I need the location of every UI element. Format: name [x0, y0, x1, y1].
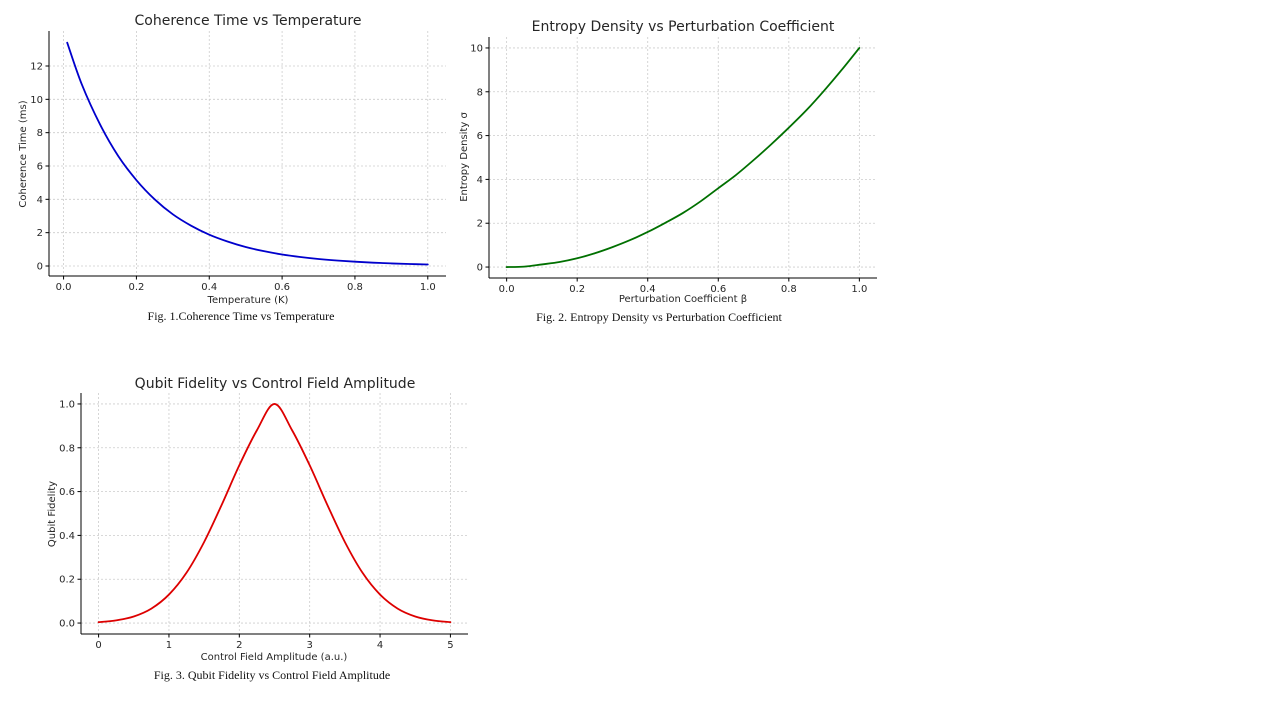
x-tick-label: 0.4: [640, 284, 656, 295]
x-tick-label: 2: [236, 640, 242, 651]
axes: [80, 393, 468, 635]
x-axis-label: Control Field Amplitude (a.u.): [201, 652, 348, 663]
qubit-fidelity-figure: Qubit Fidelity vs Control Field Amplitud…: [30, 366, 480, 696]
x-tick-label: 1: [166, 640, 172, 651]
y-tick-label: 0.2: [59, 575, 75, 586]
y-tick-label: 4: [477, 175, 483, 186]
x-tick-label: 4: [377, 640, 383, 651]
y-tick-label: 0.8: [59, 443, 75, 454]
y-tick-label: 6: [37, 162, 43, 173]
x-axis-label: Temperature (K): [207, 295, 289, 306]
x-tick-label: 0.6: [710, 284, 726, 295]
series: [97, 403, 452, 624]
y-tick-label: 12: [30, 62, 43, 73]
y-tick-label: 0: [477, 263, 483, 274]
x-tick-label: 0.8: [781, 284, 797, 295]
grid: [81, 393, 468, 634]
x-axis-label: Perturbation Coefficient β: [619, 294, 747, 305]
y-axis-label: Entropy Density σ: [459, 112, 470, 202]
y-tick-label: 0.4: [59, 531, 75, 542]
chart-title: Qubit Fidelity vs Control Field Amplitud…: [135, 376, 416, 392]
y-tick-label: 0.6: [59, 487, 75, 498]
ticks: 0.0 0.2 0.4 0.6 0.8 1.0 0 2 4 6 8 10: [470, 43, 867, 295]
grid: [49, 31, 446, 276]
y-tick-label: 1.0: [59, 399, 75, 410]
y-axis-label: Coherence Time (ms): [18, 100, 29, 207]
ticks: 0.0 0.2 0.4 0.6 0.8 1.0 0 2 4 6 8 10 12: [30, 62, 435, 294]
x-tick-label: 0.8: [347, 282, 363, 293]
x-tick-label: 3: [306, 640, 312, 651]
chart-title: Entropy Density vs Perturbation Coeffici…: [532, 19, 835, 35]
x-tick-label: 1.0: [420, 282, 436, 293]
x-tick-label: 1.0: [851, 284, 867, 295]
x-tick-label: 0.2: [569, 284, 585, 295]
y-tick-label: 0: [37, 262, 43, 273]
y-tick-label: 8: [477, 87, 483, 98]
x-tick-label: 0.0: [56, 282, 72, 293]
x-tick-label: 0: [95, 640, 101, 651]
coherence-time-chart: Coherence Time vs Temperature 0.0 0.2 0.4 0…: [18, 13, 446, 306]
figure-caption: Fig. 1.Coherence Time vs Temperature: [147, 309, 335, 323]
x-tick-label: 0.4: [201, 282, 217, 293]
axes: [488, 37, 877, 279]
y-tick-label: 6: [477, 131, 483, 142]
y-tick-label: 2: [37, 228, 43, 239]
y-tick-label: 10: [470, 43, 483, 54]
series-line: [505, 47, 861, 268]
x-tick-label: 0.0: [499, 284, 515, 295]
x-tick-label: 0.6: [274, 282, 290, 293]
y-tick-label: 4: [37, 195, 43, 206]
entropy-density-figure: Entropy Density vs Perturbation Coeffici…: [450, 8, 890, 338]
entropy-density-chart: Entropy Density vs Perturbation Coeffici…: [459, 19, 877, 305]
y-tick-label: 0.0: [59, 619, 75, 630]
series-line: [97, 403, 452, 624]
x-tick-label: 5: [447, 640, 453, 651]
qubit-fidelity-chart: Qubit Fidelity vs Control Field Amplitud…: [47, 376, 468, 663]
x-tick-label: 0.2: [128, 282, 144, 293]
ticks: 0 1 2 3 4 5 0.0 0.2 0.4 0.6 0.8 1.0: [59, 399, 454, 651]
figure-caption: Fig. 2. Entropy Density vs Perturbation …: [536, 310, 782, 324]
series: [66, 41, 429, 266]
y-tick-label: 2: [477, 219, 483, 230]
figure-caption: Fig. 3. Qubit Fidelity vs Control Field …: [153, 668, 391, 682]
y-tick-label: 10: [30, 95, 43, 106]
y-tick-label: 8: [37, 128, 43, 139]
y-axis-label: Qubit Fidelity: [47, 481, 58, 547]
series-line: [66, 41, 429, 266]
chart-title: Coherence Time vs Temperature: [135, 13, 362, 29]
grid: [489, 37, 877, 278]
axes: [48, 31, 446, 277]
series: [505, 47, 861, 268]
coherence-time-figure: Coherence Time vs Temperature 0.0 0.2 0.4 0…: [0, 0, 460, 330]
